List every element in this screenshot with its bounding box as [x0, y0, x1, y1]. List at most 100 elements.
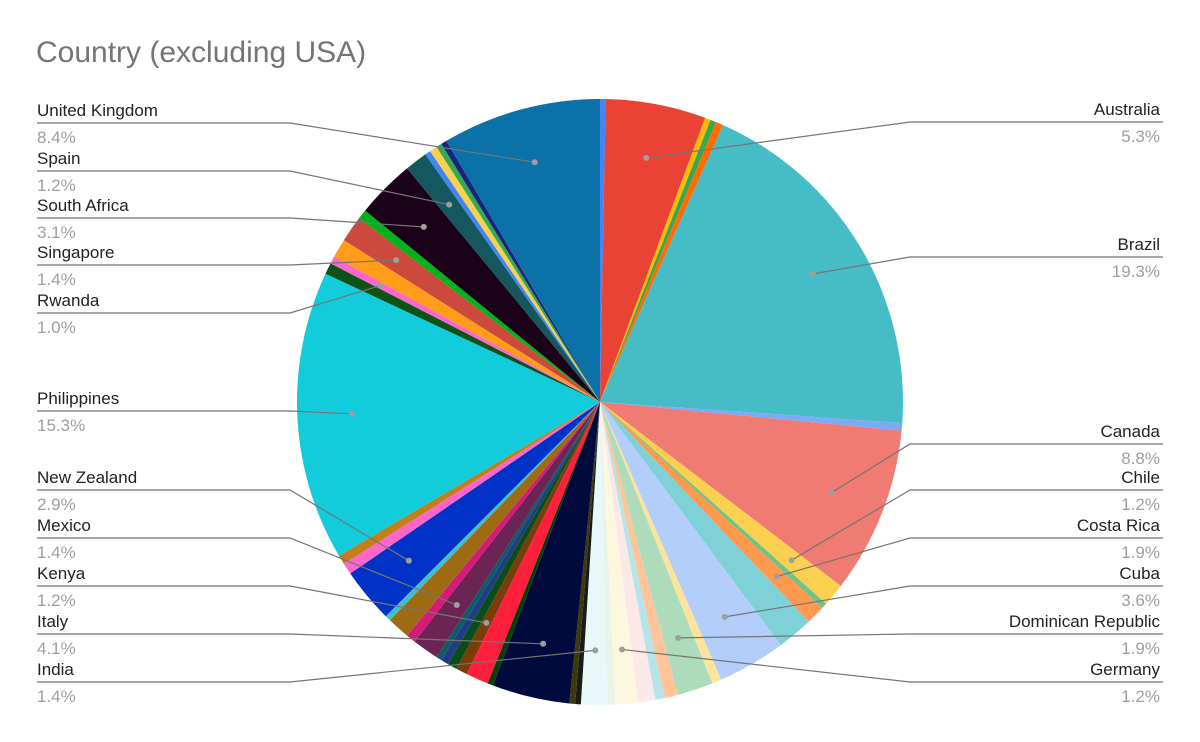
label-name-spain: Spain — [37, 149, 80, 168]
pie-slice-22 — [569, 402, 600, 704]
label-name-rwanda: Rwanda — [37, 291, 100, 310]
pie-slice-19 — [600, 402, 616, 705]
pie-slice-17 — [600, 402, 656, 703]
pie-slice-0 — [600, 98, 606, 403]
pie-slice-40 — [334, 240, 600, 402]
leader-line-australia — [646, 121, 1163, 159]
label-name-australia: Australia — [1094, 100, 1161, 119]
label-name-kenya: Kenya — [37, 564, 86, 583]
leader-line-kenya — [37, 585, 487, 624]
pie-slice-united-kingdom — [446, 99, 600, 402]
leader-dot-dominican-republic — [675, 634, 682, 641]
label-pct-mexico: 1.4% — [37, 543, 76, 562]
label-name-united-kingdom: United Kingdom — [37, 101, 158, 120]
leader-dot-south-africa — [420, 223, 427, 230]
label-name-chile: Chile — [1121, 468, 1160, 487]
pie-slice-11 — [600, 402, 809, 646]
label-pct-spain: 1.2% — [37, 176, 76, 195]
pie-slice-29 — [436, 402, 600, 661]
leader-dot-new-zealand — [405, 557, 412, 564]
label-name-costa-rica: Costa Rica — [1077, 516, 1161, 535]
leader-line-cuba — [724, 585, 1163, 618]
label-name-philippines: Philippines — [37, 389, 119, 408]
label-name-cuba: Cuba — [1119, 564, 1160, 583]
leader-dot-germany — [619, 646, 625, 653]
pie-slice-6 — [600, 402, 903, 431]
leader-line-spain — [37, 170, 450, 206]
leader-line-germany — [621, 648, 1163, 683]
leader-dot-canada — [828, 489, 835, 496]
pie-slice-australia — [600, 99, 706, 403]
pie-slice-46 — [430, 146, 600, 402]
leader-line-mexico — [37, 537, 458, 606]
pie-slice-new-zealand — [350, 402, 600, 617]
pie-slice-spain — [407, 154, 600, 402]
chart-title: Country (excluding USA) — [36, 36, 367, 69]
leader-line-rwanda — [37, 285, 381, 314]
pie-slice-28 — [441, 402, 600, 665]
label-pct-italy: 4.1% — [37, 639, 76, 658]
label-name-brazil: Brazil — [1117, 235, 1160, 254]
label-pct-chile: 1.2% — [1121, 495, 1160, 514]
pie-slice-italy — [492, 402, 600, 704]
pie-slice-45 — [425, 151, 600, 402]
leader-line-india — [37, 649, 596, 683]
leader-line-dominican-republic — [678, 633, 1163, 639]
leader-dot-chile — [788, 557, 795, 564]
pie-slice-47 — [436, 143, 600, 402]
pie-slice-48 — [441, 140, 600, 402]
pie-slice-4 — [600, 122, 724, 402]
leader-line-italy — [37, 633, 544, 645]
leader-dot-mexico — [453, 602, 460, 608]
leader-dot-rwanda — [377, 282, 384, 289]
leader-dot-kenya — [483, 619, 490, 626]
pie-slice-2 — [600, 117, 711, 403]
leader-line-new-zealand — [37, 489, 410, 562]
label-pct-germany: 1.2% — [1121, 687, 1160, 706]
pie-slice-kenya — [456, 402, 600, 675]
pie-slice-32 — [389, 402, 600, 636]
leader-line-brazil — [812, 256, 1163, 275]
slice-labels: Australia 5.3% Brazil 19.3% Canada 8.8%Chile 1… — [37, 100, 1161, 706]
leader-line-chile — [791, 489, 1163, 561]
label-name-canada: Canada — [1100, 422, 1160, 441]
label-pct-singapore: 1.4% — [37, 270, 76, 289]
label-name-india: India — [37, 660, 74, 679]
leader-dot-brazil — [809, 270, 816, 277]
pie-slice-36 — [338, 402, 600, 564]
pie-slice-3 — [600, 119, 716, 402]
pie-slice-35 — [343, 402, 600, 574]
pie-slice-21 — [575, 402, 600, 705]
label-pct-dominican-republic: 1.9% — [1121, 639, 1160, 658]
leader-line-united-kingdom — [37, 122, 535, 163]
label-pct-india: 1.4% — [37, 687, 76, 706]
pie-slice-chile — [600, 402, 841, 604]
label-name-germany: Germany — [1090, 660, 1160, 679]
pie-slice-24 — [487, 402, 600, 686]
pie-slice-25 — [466, 402, 600, 684]
label-name-italy: Italy — [37, 612, 69, 631]
pie-slice-rwanda — [330, 256, 600, 402]
label-pct-rwanda: 1.0% — [37, 318, 76, 337]
label-pct-philippines: 15.3% — [37, 416, 85, 435]
pie-slice-philippines — [296, 273, 600, 556]
label-name-singapore: Singapore — [37, 243, 115, 262]
pie-slice-38 — [325, 263, 600, 402]
label-name-new-zealand: New Zealand — [37, 468, 137, 487]
pie-slice-germany — [600, 402, 639, 705]
leader-dot-philippines — [348, 410, 355, 417]
leader-dot-spain — [446, 201, 453, 208]
label-pct-south-africa: 3.1% — [37, 223, 76, 242]
leader-dot-singapore — [393, 257, 400, 264]
leader-line-singapore — [37, 259, 397, 266]
leader-line-philippines — [37, 410, 352, 415]
pie-slice-13 — [600, 402, 722, 684]
pie-slice-27 — [447, 402, 600, 669]
pie-slice-mexico — [414, 402, 600, 658]
leader-lines — [37, 121, 1163, 683]
label-name-south-africa: South Africa — [37, 196, 129, 215]
label-pct-cuba: 3.6% — [1121, 591, 1160, 610]
pie-slice-9 — [600, 402, 827, 608]
leader-dot-cuba — [721, 613, 728, 620]
